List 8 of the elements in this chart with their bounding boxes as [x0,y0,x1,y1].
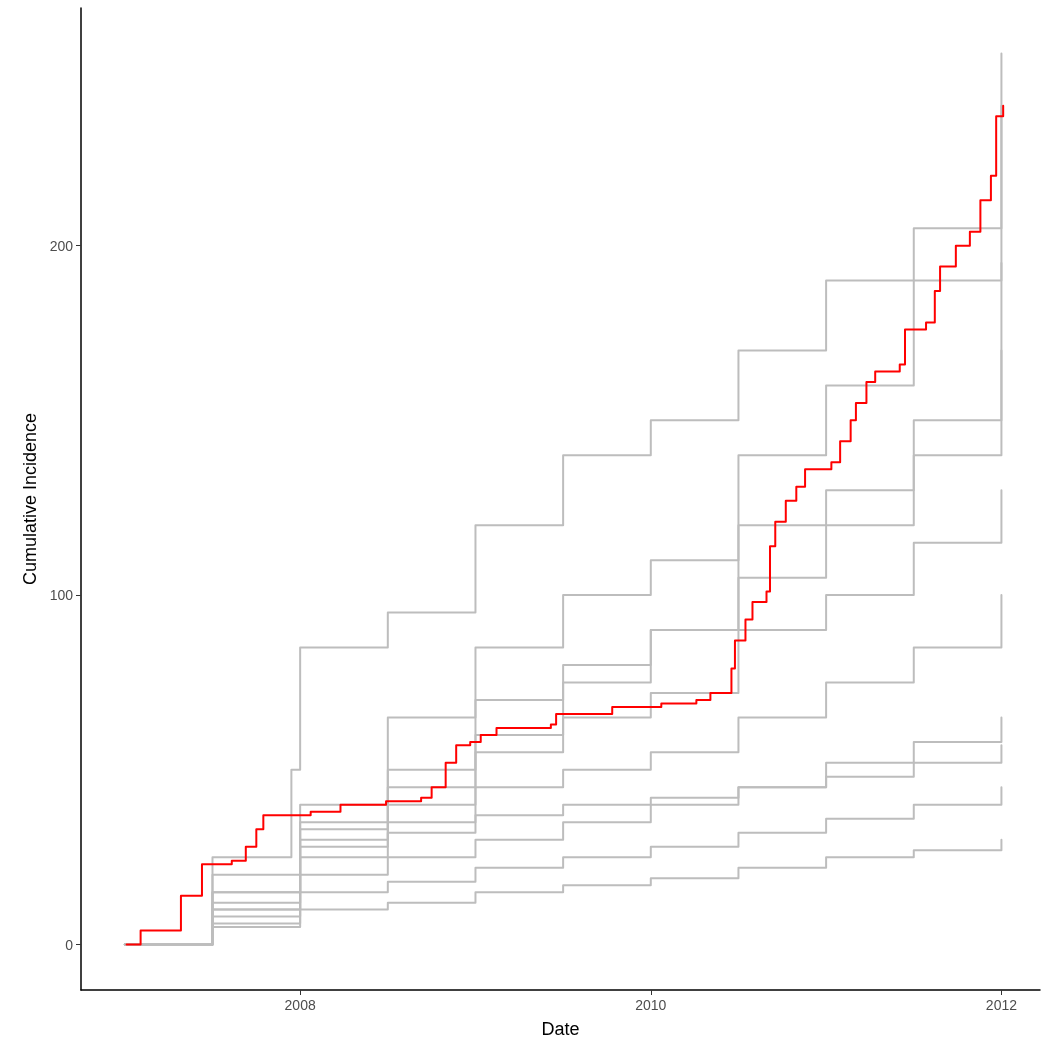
x-tick-label: 2012 [985,997,1018,1013]
y-tick-label: 0 [65,936,74,953]
y-tick-label: 100 [49,587,74,604]
y-tick-label: 200 [49,237,74,254]
x-tick-label: 2008 [284,997,316,1013]
x-axis-title: Date [541,1019,580,1039]
y-axis-title: Cumulative Incidence [19,412,40,586]
x-tick-label: 2010 [635,997,667,1013]
